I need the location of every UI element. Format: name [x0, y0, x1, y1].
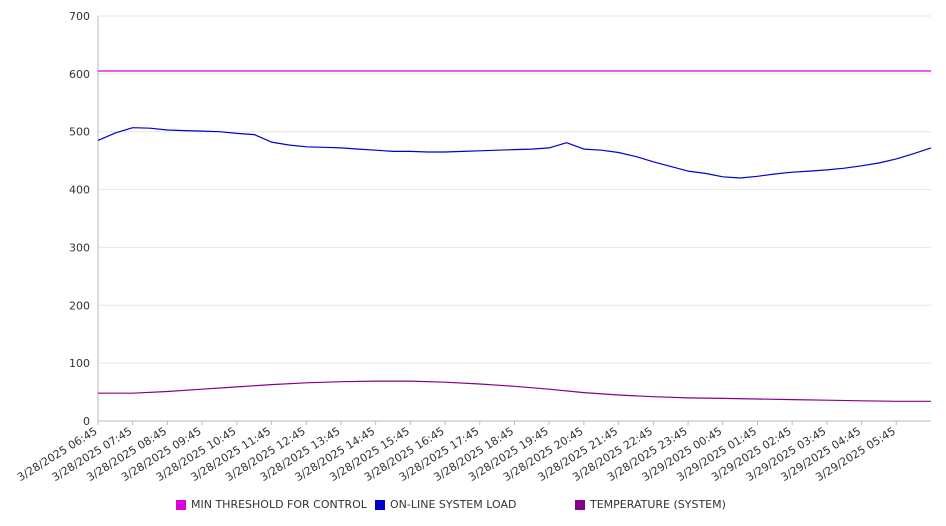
legend-item-system-load[interactable]: ON-LINE SYSTEM LOAD [375, 498, 516, 511]
y-tick-label: 500 [69, 126, 90, 139]
legend-label-system-load: ON-LINE SYSTEM LOAD [390, 498, 517, 511]
y-tick-label: 400 [69, 184, 90, 197]
legend-label-temperature: TEMPERATURE (SYSTEM) [590, 498, 726, 511]
series-line-temperature-system [98, 380, 931, 402]
legend-label-min-threshold: MIN THRESHOLD FOR CONTROL [191, 498, 367, 511]
y-tick-label: 700 [69, 10, 90, 23]
legend-item-min-threshold[interactable]: MIN THRESHOLD FOR CONTROL [176, 498, 367, 511]
legend-swatch-system-load [375, 499, 385, 510]
series-lines [97, 70, 932, 402]
y-axis-tick-labels: 0 100 200 300 400 500 600 700 [69, 10, 90, 428]
grid-lines [98, 15, 931, 364]
legend-item-temperature[interactable]: TEMPERATURE (SYSTEM) [575, 498, 726, 511]
x-axis-tick-labels: 3/28/2025 06:453/28/2025 07:453/28/2025 … [15, 425, 898, 485]
legend: MIN THRESHOLD FOR CONTROL ON-LINE SYSTEM… [0, 498, 946, 514]
axes [97, 16, 931, 425]
y-tick-label: 200 [69, 299, 90, 312]
y-tick-label: 300 [69, 241, 90, 254]
y-tick-label: 0 [83, 415, 90, 428]
y-tick-label: 600 [69, 68, 90, 81]
series-line-on-line-system-load [97, 127, 932, 179]
legend-swatch-temperature [575, 499, 585, 510]
y-tick-label: 100 [69, 357, 90, 370]
legend-swatch-min-threshold [176, 499, 186, 510]
